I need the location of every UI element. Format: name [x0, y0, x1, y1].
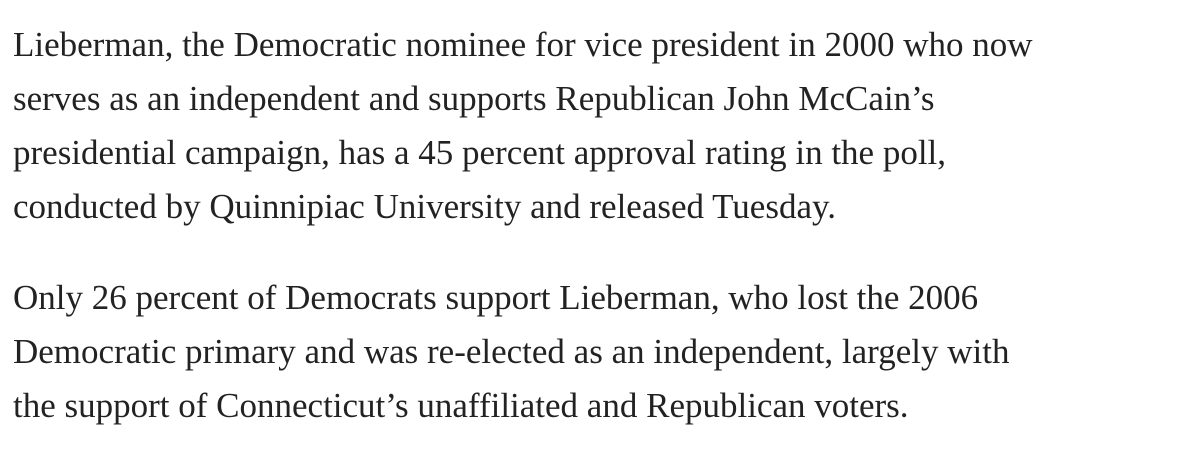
text-line: Lieberman, the Democratic nominee for vi… [13, 25, 1033, 64]
article: Lieberman, the Democratic nominee for vi… [13, 18, 1033, 470]
text-line: presidential campaign, has a 45 percent … [13, 133, 947, 172]
text-line: conducted by Quinnipiac University and r… [13, 187, 836, 226]
paragraph: Lieberman, the Democratic nominee for vi… [13, 18, 1033, 234]
text-line: serves as an independent and supports Re… [13, 79, 935, 118]
text-line: Democratic primary and was re-elected as… [13, 332, 1010, 371]
paragraph: Only 26 percent of Democrats support Lie… [13, 271, 1033, 433]
text-line: Only 26 percent of Democrats support Lie… [13, 278, 979, 317]
text-line: the support of Connecticut’s unaffiliate… [13, 386, 909, 425]
